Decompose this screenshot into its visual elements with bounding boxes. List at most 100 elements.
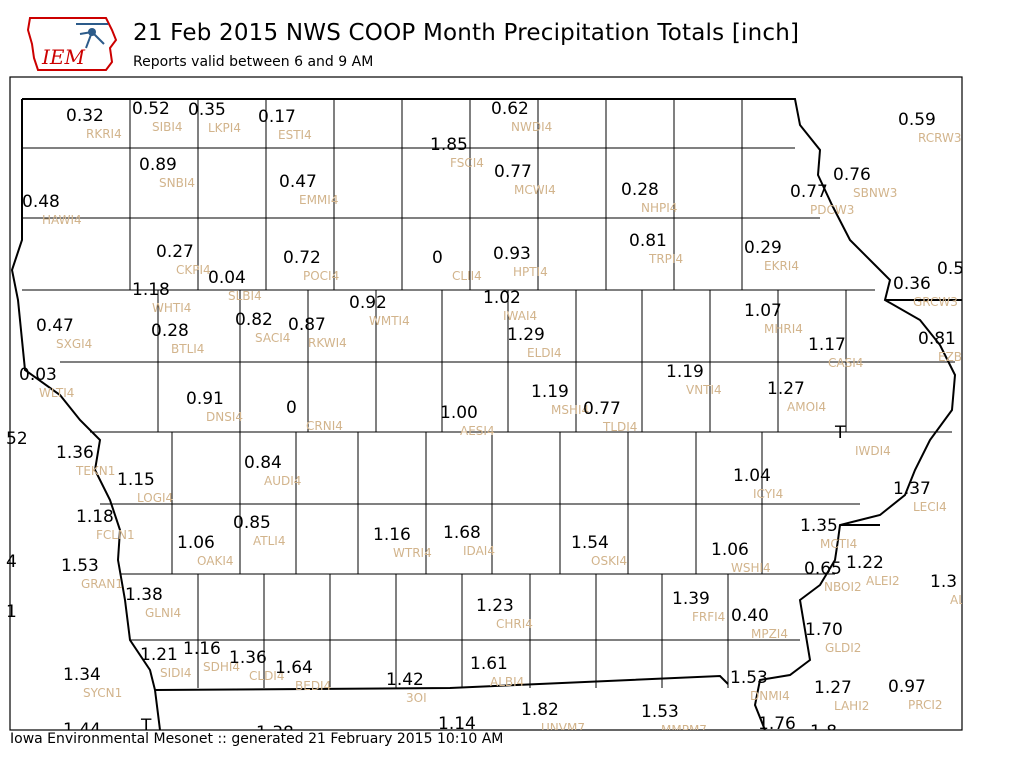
precip-value-17: 0.93	[493, 244, 531, 264]
precip-value-4: 0.62	[491, 99, 529, 119]
precip-value-14: 0.27	[156, 242, 194, 262]
precip-value-69: 1.16	[183, 639, 221, 659]
station-id-12: SBNW3	[853, 186, 897, 200]
station-id-51: MCTI4	[820, 537, 857, 551]
precip-value-15: 0.72	[283, 248, 321, 268]
station-id-77: PRCI2	[908, 698, 943, 712]
precip-value-81: 1.76	[758, 714, 796, 734]
station-id-33: CASI4	[828, 356, 863, 370]
precip-value-58: 4	[6, 552, 17, 572]
iem-logo: IEM	[26, 17, 118, 71]
precip-value-28: 0.28	[151, 321, 189, 341]
precip-value-52: 1.06	[177, 533, 215, 553]
station-id-17: HPTI4	[513, 265, 548, 279]
station-id-24: IWAI4	[503, 309, 537, 323]
precip-value-38: 0	[286, 398, 297, 418]
precip-value-25: 0.92	[349, 293, 387, 313]
precip-value-35: 1.19	[666, 362, 704, 382]
precip-value-39: 1.19	[531, 382, 569, 402]
precip-value-70: 1.36	[229, 648, 267, 668]
precip-value-57: 1.22	[846, 553, 884, 573]
station-id-2: LKPI4	[208, 121, 241, 135]
station-id-57: ALEI2	[866, 574, 900, 588]
logo-text: IEM	[41, 45, 86, 69]
station-id-11: PDCW3	[810, 203, 854, 217]
precip-value-63: 1.23	[476, 596, 514, 616]
precip-value-6: 1.85	[430, 135, 468, 155]
station-id-37: DNSI4	[206, 410, 243, 424]
station-id-16: CLII4	[452, 269, 482, 283]
precip-value-22: 0.5	[937, 259, 964, 279]
precip-value-55: 1.54	[571, 533, 609, 553]
precip-value-32: 0.81	[918, 329, 956, 349]
precip-value-19: 0.29	[744, 238, 782, 258]
precip-value-16: 0	[432, 248, 443, 268]
station-id-70: CLDI4	[249, 669, 284, 683]
station-id-56: WSHI4	[731, 561, 771, 575]
station-id-45: AUDI4	[264, 474, 301, 488]
station-id-21: GRCW3	[913, 295, 958, 309]
precip-value-64: 1.39	[672, 589, 710, 609]
station-id-78: UNVM7	[541, 721, 585, 735]
precip-value-62: 1.38	[125, 585, 163, 605]
map-title: 21 Feb 2015 NWS COOP Month Precipitation…	[133, 20, 800, 46]
station-id-27: SXGI4	[56, 337, 92, 351]
precip-value-50: 0.85	[233, 513, 271, 533]
precip-value-74: 1.42	[386, 670, 424, 690]
precip-value-83: T	[140, 716, 152, 736]
precip-value-80: 1.14	[438, 714, 476, 734]
station-id-75: DNMI4	[750, 689, 790, 703]
station-id-41: AESI4	[460, 424, 495, 438]
precip-value-21: 0.36	[893, 274, 931, 294]
station-id-5: RCRW3	[918, 131, 961, 145]
precip-value-31: 1.29	[507, 325, 545, 345]
precip-value-79: 1.53	[641, 702, 679, 722]
station-id-34: WLTI4	[39, 386, 74, 400]
station-id-68: SIDI4	[160, 666, 192, 680]
precip-value-34: 0.03	[19, 365, 57, 385]
precip-value-33: 1.17	[808, 335, 846, 355]
state-boundaries	[10, 98, 962, 730]
precip-value-27: 0.47	[36, 316, 74, 336]
precip-value-46: 1.15	[117, 470, 155, 490]
station-id-20: SLBI4	[228, 289, 262, 303]
station-id-9: MCWI4	[514, 183, 556, 197]
precip-value-73: 1.34	[63, 665, 101, 685]
station-id-38: CRNI4	[306, 419, 343, 433]
station-id-13: HAWI4	[42, 213, 82, 227]
station-id-79: MMPM7	[661, 723, 707, 737]
station-id-25: WMTI4	[369, 314, 410, 328]
map-subtitle: Reports valid between 6 and 9 AM	[133, 54, 374, 70]
station-id-72: ALBI4	[490, 675, 524, 689]
station-id-40: TLDI4	[602, 420, 637, 434]
station-id-32: EZBI4	[938, 350, 973, 364]
station-id-1: SIBI4	[152, 120, 183, 134]
station-id-60: NBOI2	[824, 580, 862, 594]
precip-value-78: 1.82	[521, 700, 559, 720]
precip-value-30: 0.87	[288, 315, 326, 335]
precip-value-13: 0.48	[22, 192, 60, 212]
station-id-35: VNTI4	[686, 383, 722, 397]
precip-value-45: 0.84	[244, 453, 282, 473]
station-id-49: FCLN1	[96, 528, 135, 542]
station-id-43: IWDI4	[855, 444, 891, 458]
station-id-31: ELDI4	[527, 346, 562, 360]
precip-value-0: 0.32	[66, 106, 104, 126]
precip-value-76: 1.27	[814, 678, 852, 698]
precip-value-84: 1.38	[256, 723, 294, 743]
precip-value-2: 0.35	[188, 100, 226, 120]
station-id-55: OSKI4	[591, 554, 627, 568]
station-id-3: ESTI4	[278, 128, 312, 142]
station-id-62: GLNI4	[145, 606, 181, 620]
station-id-26: MHRI4	[764, 322, 803, 336]
station-id-50: ATLI4	[253, 534, 285, 548]
precip-value-82: 1.44	[63, 720, 101, 740]
precip-value-72: 1.61	[470, 654, 508, 674]
precip-value-41: 1.00	[440, 403, 478, 423]
precip-value-44: 1.36	[56, 443, 94, 463]
precip-value-43: T	[834, 423, 846, 443]
precip-value-65: 0.40	[731, 606, 769, 626]
precip-value-26: 1.07	[744, 301, 782, 321]
